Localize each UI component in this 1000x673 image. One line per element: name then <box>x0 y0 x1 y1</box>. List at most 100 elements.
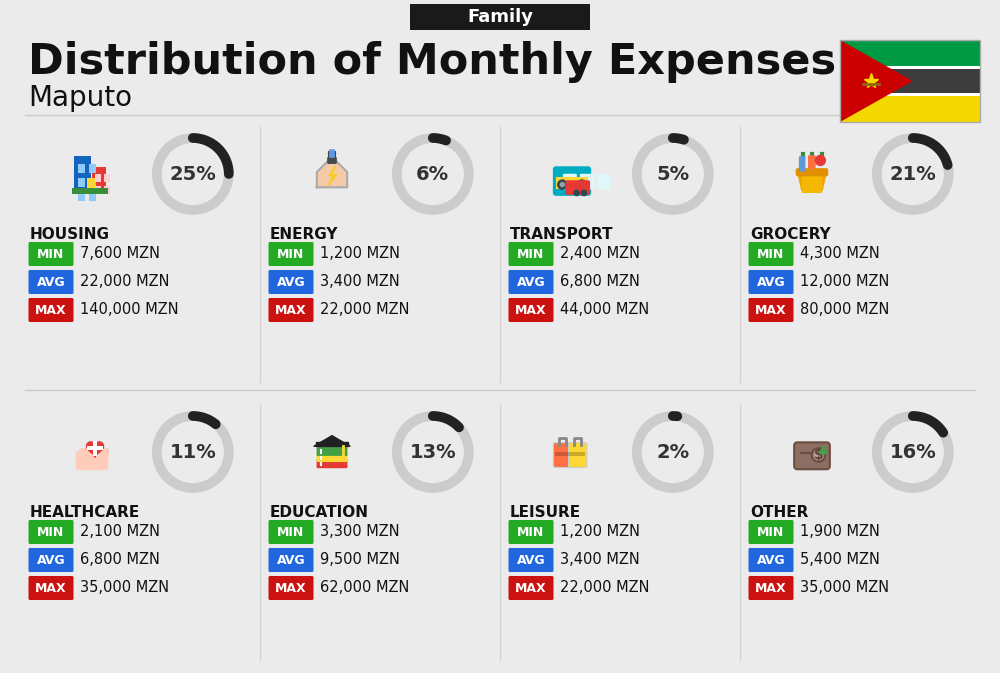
Circle shape <box>557 179 568 190</box>
Text: MAX: MAX <box>35 304 67 316</box>
Text: 1,200 MZN: 1,200 MZN <box>320 246 400 262</box>
Text: 6%: 6% <box>416 164 449 184</box>
FancyBboxPatch shape <box>93 448 102 460</box>
Text: OTHER: OTHER <box>750 505 808 520</box>
Text: MAX: MAX <box>515 304 547 316</box>
Text: 6,800 MZN: 6,800 MZN <box>80 553 160 567</box>
FancyBboxPatch shape <box>840 93 980 96</box>
Text: 2,100 MZN: 2,100 MZN <box>80 524 160 540</box>
FancyBboxPatch shape <box>28 520 74 544</box>
Text: 3,400 MZN: 3,400 MZN <box>320 275 400 289</box>
Text: 1,900 MZN: 1,900 MZN <box>800 524 880 540</box>
FancyBboxPatch shape <box>89 178 96 187</box>
FancyBboxPatch shape <box>95 174 101 182</box>
Polygon shape <box>317 157 347 187</box>
Text: MIN: MIN <box>37 248 65 260</box>
Polygon shape <box>840 40 913 122</box>
Text: AVG: AVG <box>517 275 545 289</box>
FancyBboxPatch shape <box>802 172 822 192</box>
Text: Distribution of Monthly Expenses: Distribution of Monthly Expenses <box>28 41 836 83</box>
Text: AVG: AVG <box>277 275 305 289</box>
FancyBboxPatch shape <box>327 157 337 164</box>
FancyBboxPatch shape <box>28 576 74 600</box>
Text: 62,000 MZN: 62,000 MZN <box>320 581 409 596</box>
FancyBboxPatch shape <box>79 448 88 460</box>
FancyBboxPatch shape <box>568 443 587 468</box>
FancyBboxPatch shape <box>78 178 85 187</box>
FancyBboxPatch shape <box>555 452 570 456</box>
Text: 22,000 MZN: 22,000 MZN <box>80 275 170 289</box>
FancyBboxPatch shape <box>92 168 106 192</box>
FancyBboxPatch shape <box>796 168 828 176</box>
Text: 35,000 MZN: 35,000 MZN <box>80 581 169 596</box>
Text: MAX: MAX <box>755 304 787 316</box>
Text: 6,800 MZN: 6,800 MZN <box>560 275 640 289</box>
Polygon shape <box>798 172 826 190</box>
Circle shape <box>581 190 587 197</box>
FancyBboxPatch shape <box>87 178 95 188</box>
FancyBboxPatch shape <box>565 180 590 195</box>
FancyBboxPatch shape <box>268 548 314 572</box>
FancyBboxPatch shape <box>748 576 794 600</box>
Text: 3,400 MZN: 3,400 MZN <box>560 553 640 567</box>
Text: AVG: AVG <box>37 275 65 289</box>
Text: 2%: 2% <box>656 443 689 462</box>
FancyBboxPatch shape <box>808 155 816 169</box>
Text: 35,000 MZN: 35,000 MZN <box>800 581 889 596</box>
FancyBboxPatch shape <box>87 446 103 450</box>
FancyBboxPatch shape <box>509 270 554 294</box>
Circle shape <box>814 451 823 459</box>
FancyBboxPatch shape <box>28 298 74 322</box>
FancyBboxPatch shape <box>597 174 611 190</box>
FancyBboxPatch shape <box>410 4 590 30</box>
FancyBboxPatch shape <box>268 520 314 544</box>
FancyBboxPatch shape <box>794 442 830 469</box>
FancyBboxPatch shape <box>563 174 577 190</box>
Text: AVG: AVG <box>757 275 785 289</box>
FancyBboxPatch shape <box>840 67 980 95</box>
Circle shape <box>560 182 565 187</box>
Text: 80,000 MZN: 80,000 MZN <box>800 302 889 318</box>
FancyBboxPatch shape <box>86 448 95 460</box>
Text: 16%: 16% <box>889 443 936 462</box>
FancyBboxPatch shape <box>748 270 794 294</box>
FancyBboxPatch shape <box>72 188 108 194</box>
Text: MAX: MAX <box>755 581 787 594</box>
Text: 25%: 25% <box>169 164 216 184</box>
Text: MIN: MIN <box>37 526 65 538</box>
Text: 5%: 5% <box>656 164 689 184</box>
Polygon shape <box>87 442 104 457</box>
Text: GROCERY: GROCERY <box>750 227 831 242</box>
Text: MAX: MAX <box>275 304 307 316</box>
Text: AVG: AVG <box>757 553 785 567</box>
Circle shape <box>815 155 826 166</box>
FancyBboxPatch shape <box>840 40 980 67</box>
Text: 3,300 MZN: 3,300 MZN <box>320 524 400 540</box>
FancyBboxPatch shape <box>104 174 110 182</box>
FancyBboxPatch shape <box>28 270 74 294</box>
Polygon shape <box>314 435 350 446</box>
Polygon shape <box>328 166 337 185</box>
Text: AVG: AVG <box>277 553 305 567</box>
Text: 9,500 MZN: 9,500 MZN <box>320 553 400 567</box>
Text: 4,300 MZN: 4,300 MZN <box>800 246 880 262</box>
FancyBboxPatch shape <box>509 548 554 572</box>
FancyBboxPatch shape <box>268 576 314 600</box>
FancyBboxPatch shape <box>799 156 805 172</box>
Text: $: $ <box>814 448 823 462</box>
Text: TRANSPORT: TRANSPORT <box>510 227 614 242</box>
FancyBboxPatch shape <box>748 242 794 266</box>
FancyBboxPatch shape <box>748 298 794 322</box>
Text: 7,600 MZN: 7,600 MZN <box>80 246 160 262</box>
FancyBboxPatch shape <box>840 66 980 69</box>
FancyBboxPatch shape <box>76 451 108 470</box>
Text: HEALTHCARE: HEALTHCARE <box>30 505 140 520</box>
Text: AVG: AVG <box>37 553 65 567</box>
FancyBboxPatch shape <box>553 166 591 196</box>
Text: Family: Family <box>467 8 533 26</box>
FancyBboxPatch shape <box>268 270 314 294</box>
Text: Maputo: Maputo <box>28 84 132 112</box>
Text: MAX: MAX <box>515 581 547 594</box>
FancyBboxPatch shape <box>78 192 85 201</box>
Text: ENERGY: ENERGY <box>270 227 338 242</box>
